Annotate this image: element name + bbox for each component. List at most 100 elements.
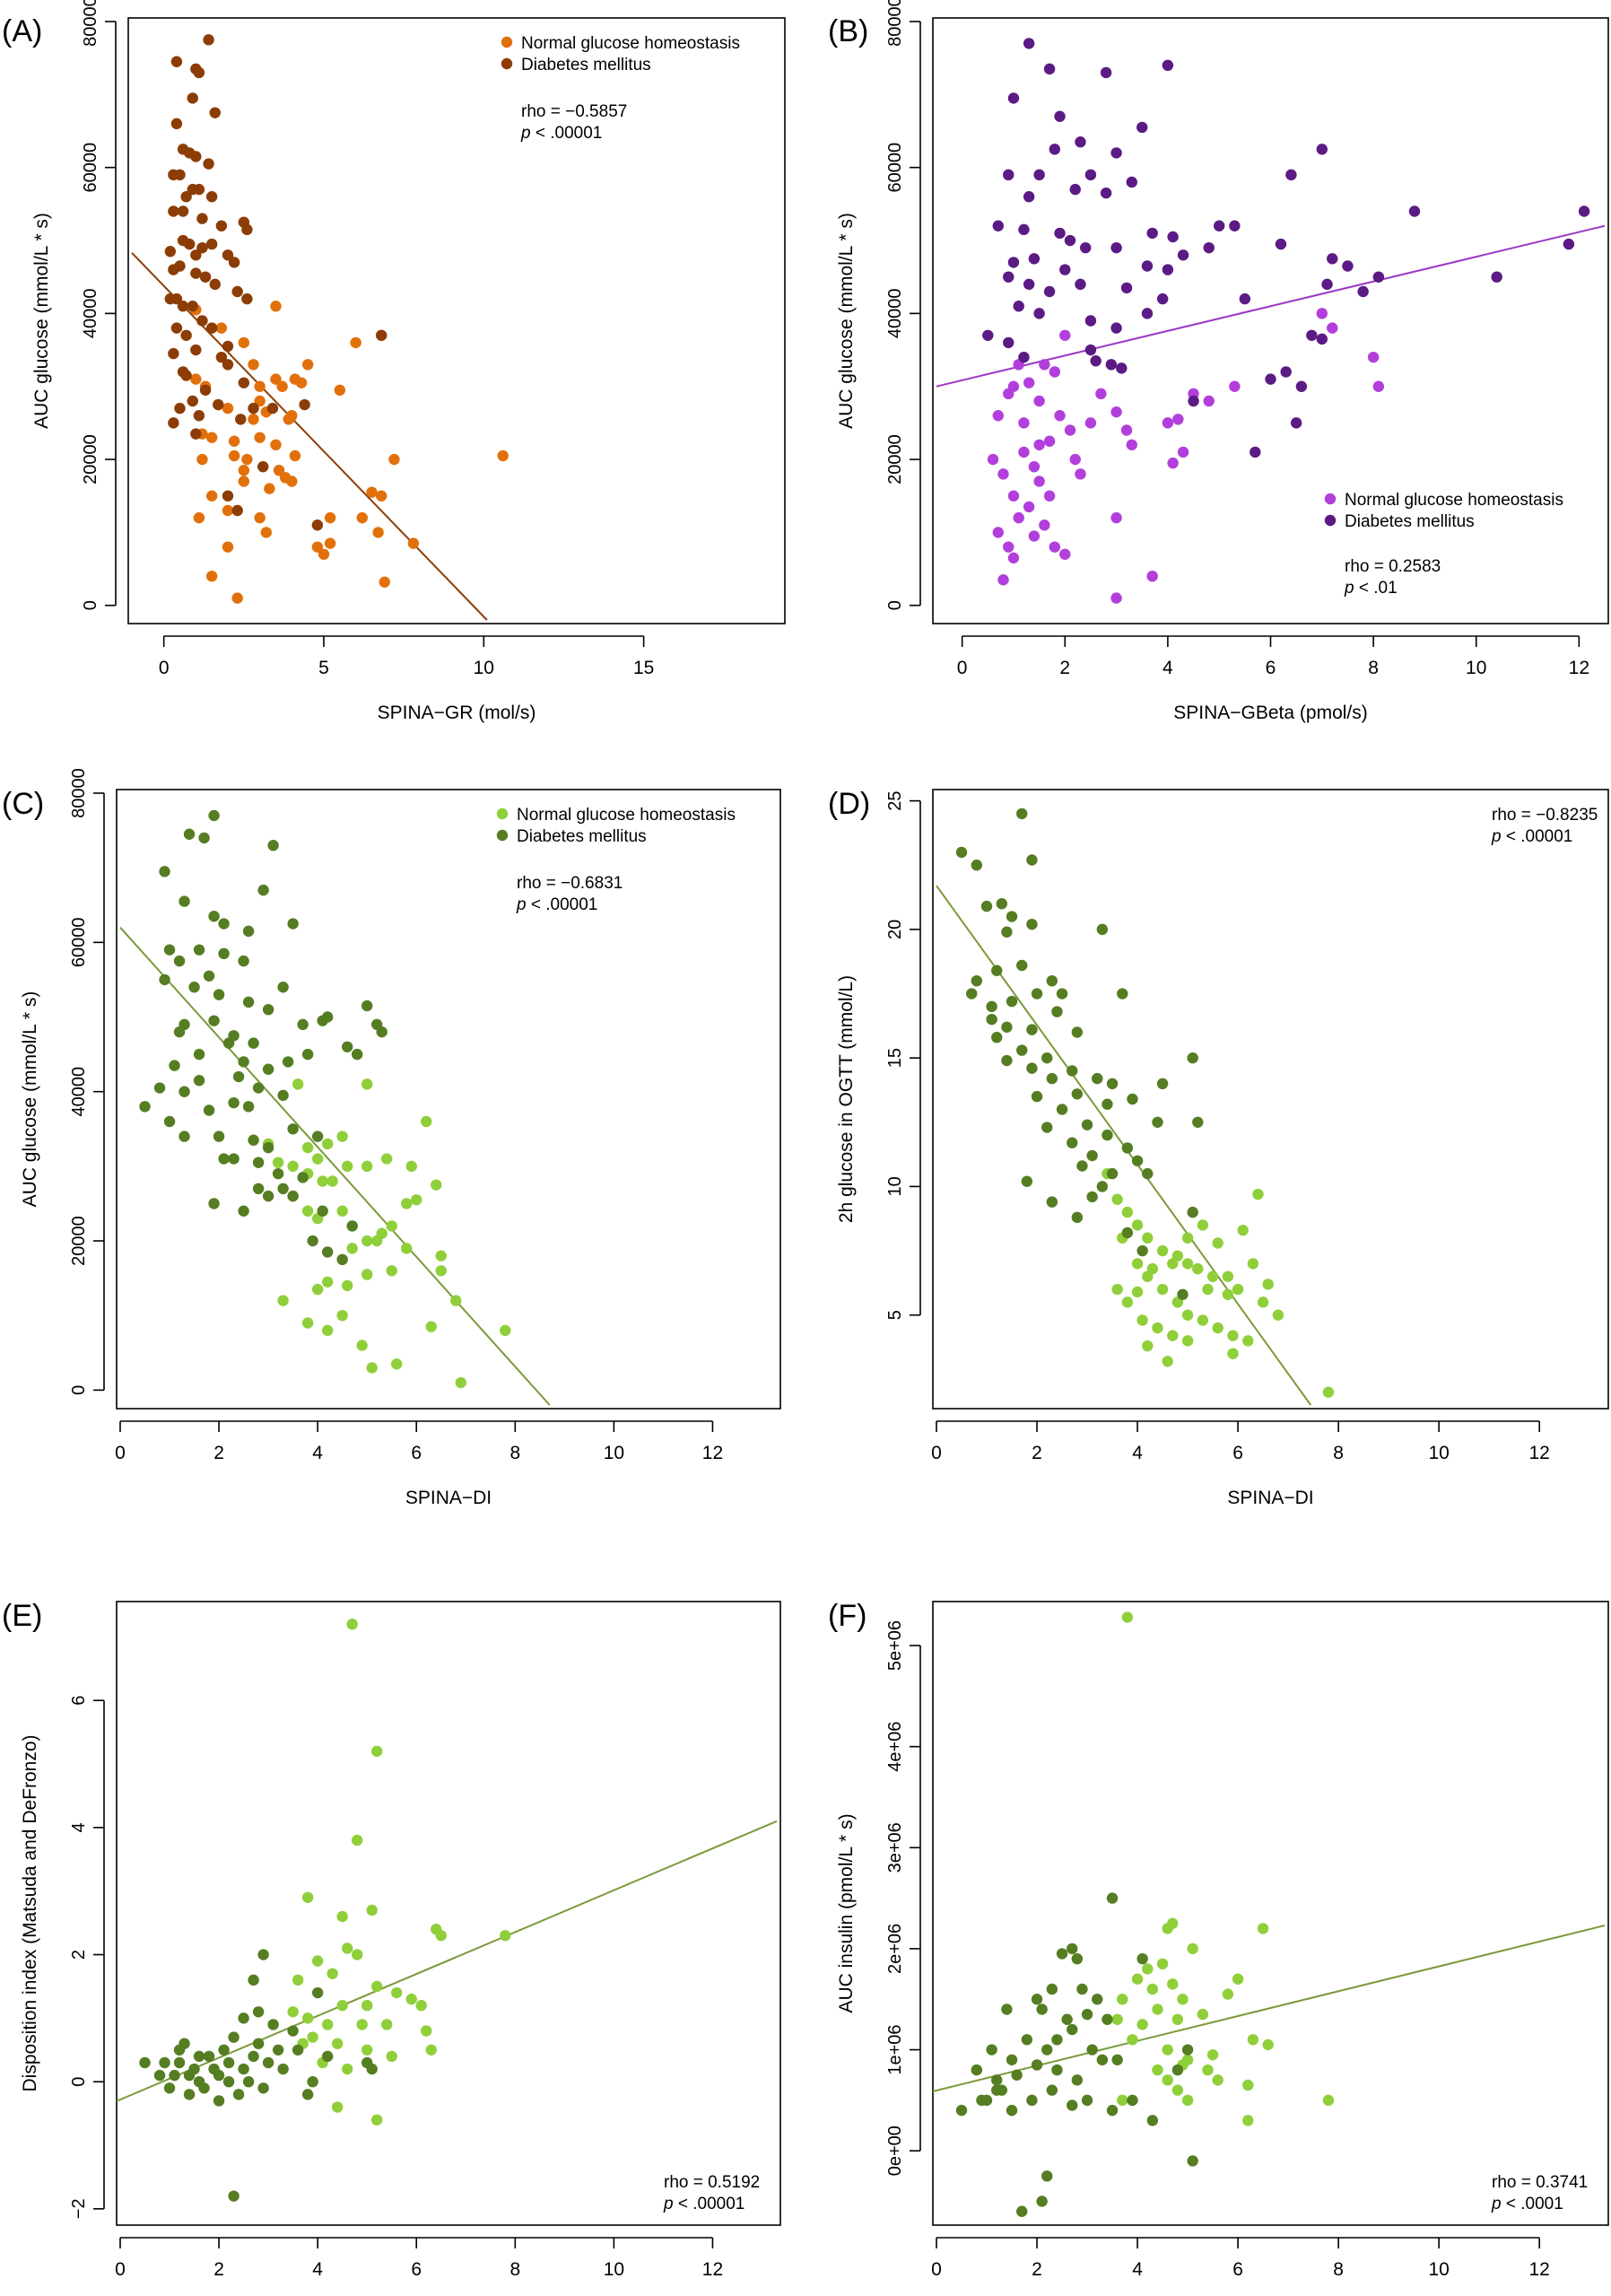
data-point [1016, 1044, 1028, 1056]
data-point [228, 1096, 239, 1109]
stat-p-value: p < .00001 [1491, 827, 1572, 846]
stat-rho: rho = −0.5857 [521, 102, 627, 121]
data-point [1026, 2094, 1038, 2107]
data-point [159, 866, 170, 877]
data-point [1232, 1973, 1244, 1985]
data-point [252, 1183, 265, 1195]
y-tick-label: 60000 [81, 143, 100, 193]
x-tick-label: 0 [115, 2259, 126, 2280]
data-point [205, 322, 218, 334]
x-tick-label: 4 [1163, 658, 1173, 678]
data-point [153, 2069, 166, 2082]
data-point [407, 537, 420, 549]
data-point [1156, 1958, 1169, 1970]
x-tick-label: 10 [1428, 2259, 1449, 2280]
data-point [241, 453, 253, 466]
data-point [991, 2074, 1003, 2086]
data-point [208, 1198, 220, 1209]
series-diabetes [139, 809, 388, 1266]
data-point [370, 2114, 383, 2126]
data-point [238, 377, 250, 388]
data-point [1242, 1335, 1254, 1347]
data-point [1295, 380, 1308, 392]
data-point [1016, 808, 1028, 820]
data-point [336, 1205, 348, 1217]
data-point [177, 301, 189, 312]
data-point [257, 460, 269, 473]
y-tick-label: 80000 [885, 0, 905, 47]
data-point [372, 527, 384, 538]
data-point [311, 1153, 324, 1165]
data-point [346, 1619, 358, 1630]
data-point [1075, 278, 1086, 291]
data-point [205, 432, 218, 443]
data-point [1181, 1258, 1194, 1270]
y-tick-label: 0 [885, 600, 905, 610]
data-point [1372, 271, 1385, 283]
data-point [311, 1986, 324, 1999]
data-point [1206, 1270, 1219, 1282]
data-point [173, 955, 186, 967]
x-tick-label: 4 [1132, 2259, 1143, 2280]
data-point [196, 315, 208, 327]
data-point [1016, 959, 1028, 972]
data-point [287, 2025, 299, 2037]
data-point [213, 1131, 225, 1142]
data-point [170, 292, 183, 305]
data-point [1110, 406, 1122, 418]
y-tick-label: 0 [81, 600, 100, 610]
panel-f: (F)024681012SPINA−DI0e+001e+062e+063e+06… [828, 1599, 1609, 2280]
stat-p-value: p < .01 [1344, 579, 1398, 598]
data-point [341, 1160, 353, 1173]
series-normal [987, 308, 1385, 604]
data-point [238, 465, 250, 476]
x-tick-label: 0 [159, 658, 170, 678]
data-point [276, 380, 288, 392]
data-point [218, 2044, 230, 2056]
series-diabetes [164, 34, 388, 531]
x-tick-label: 10 [474, 658, 494, 678]
data-point [1162, 2044, 1173, 2056]
data-point [1192, 1116, 1204, 1128]
data-point [376, 1026, 388, 1038]
stat-rho: rho = −0.6831 [517, 874, 623, 893]
data-point [401, 1243, 413, 1254]
data-point [336, 1309, 348, 1322]
legend-marker [496, 829, 509, 842]
plot-frame [932, 17, 1609, 624]
y-axis-label: 2h glucose in OGTT (mmol/L) [836, 975, 857, 1223]
panel-label: (F) [828, 1599, 866, 1633]
x-tick-label: 2 [1032, 2259, 1042, 2280]
x-tick-label: 12 [1529, 2259, 1550, 2280]
data-point [1146, 1983, 1159, 1995]
x-tick-label: 12 [1569, 658, 1589, 678]
data-point [356, 2019, 368, 2030]
data-point [1152, 2064, 1163, 2076]
data-point [1075, 136, 1086, 148]
data-point [1162, 59, 1174, 72]
data-point [1086, 2044, 1098, 2056]
data-point [1327, 322, 1338, 334]
data-point [307, 1235, 318, 1247]
y-tick-label: 80000 [69, 768, 89, 818]
x-tick-label: 10 [604, 2259, 624, 2280]
data-point [169, 2069, 180, 2082]
data-point [1001, 926, 1013, 938]
data-point [1013, 301, 1024, 312]
data-point [248, 1037, 259, 1049]
data-point [370, 1980, 383, 1993]
legend-entry: Diabetes mellitus [517, 827, 647, 846]
legend-marker [501, 57, 513, 70]
data-point [205, 238, 218, 250]
data-point [159, 973, 170, 986]
data-point [1003, 169, 1014, 181]
data-point [190, 249, 202, 261]
data-point [1041, 1052, 1053, 1064]
data-point [1177, 1288, 1189, 1300]
data-point [1162, 1923, 1173, 1934]
data-point [311, 1955, 324, 1967]
data-point [1239, 292, 1251, 305]
data-point [1110, 592, 1122, 604]
data-point [1146, 1262, 1159, 1275]
stat-p-threshold: < .01 [1354, 579, 1398, 598]
